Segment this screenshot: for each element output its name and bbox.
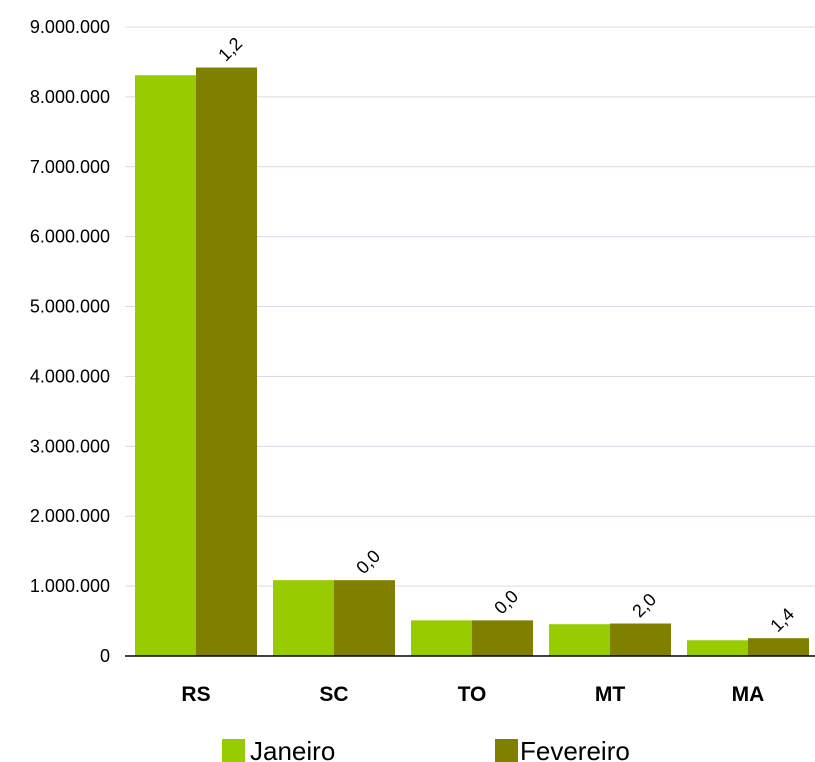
bar-fevereiro-mt bbox=[610, 623, 671, 656]
data-label: 2,0 bbox=[628, 589, 660, 621]
data-label: 1,2 bbox=[214, 33, 246, 65]
y-tick-label: 9.000.000 bbox=[30, 17, 110, 37]
y-tick-label: 7.000.000 bbox=[30, 157, 110, 177]
y-tick-label: 3.000.000 bbox=[30, 436, 110, 456]
x-category-label: SC bbox=[319, 683, 348, 706]
bar-fevereiro-sc bbox=[334, 580, 395, 656]
y-tick-label: 1.000.000 bbox=[30, 576, 110, 596]
bar-fevereiro-rs bbox=[196, 67, 257, 657]
bars bbox=[135, 67, 809, 657]
data-label: 1,4 bbox=[766, 604, 798, 636]
y-tick-label: 8.000.000 bbox=[30, 87, 110, 107]
x-axis-category-labels: RS SC TO MT MA bbox=[181, 683, 764, 706]
x-category-label: MT bbox=[595, 683, 625, 706]
bar-janeiro-rs bbox=[135, 75, 196, 657]
legend-label-janeiro: Janeiro bbox=[250, 736, 335, 762]
data-label: 0,0 bbox=[490, 586, 522, 618]
y-tick-label: 0 bbox=[100, 646, 110, 666]
bar-fevereiro-to bbox=[472, 620, 533, 656]
y-tick-label: 6.000.000 bbox=[30, 227, 110, 247]
x-category-label: MA bbox=[732, 683, 765, 706]
y-tick-label: 5.000.000 bbox=[30, 297, 110, 317]
y-axis-tick-labels: 0 1.000.000 2.000.000 3.000.000 4.000.000 5.0… bbox=[30, 17, 110, 666]
data-label: 0,0 bbox=[352, 546, 384, 578]
bar-janeiro-sc bbox=[273, 580, 334, 656]
y-tick-label: 2.000.000 bbox=[30, 506, 110, 526]
legend-label-fevereiro: Fevereiro bbox=[520, 736, 630, 762]
bar-janeiro-to bbox=[411, 620, 472, 656]
legend: Janeiro Fevereiro bbox=[222, 736, 630, 762]
bar-fevereiro-ma bbox=[748, 638, 809, 656]
x-category-label: TO bbox=[458, 683, 487, 706]
legend-swatch-fevereiro bbox=[495, 739, 518, 762]
bar-janeiro-mt bbox=[549, 624, 610, 656]
bar-janeiro-ma bbox=[687, 640, 748, 656]
x-category-label: RS bbox=[181, 683, 210, 706]
legend-swatch-janeiro bbox=[222, 739, 245, 762]
y-tick-label: 4.000.000 bbox=[30, 366, 110, 386]
data-labels: 1,2 0,0 0,0 2,0 1,4 bbox=[214, 33, 798, 635]
